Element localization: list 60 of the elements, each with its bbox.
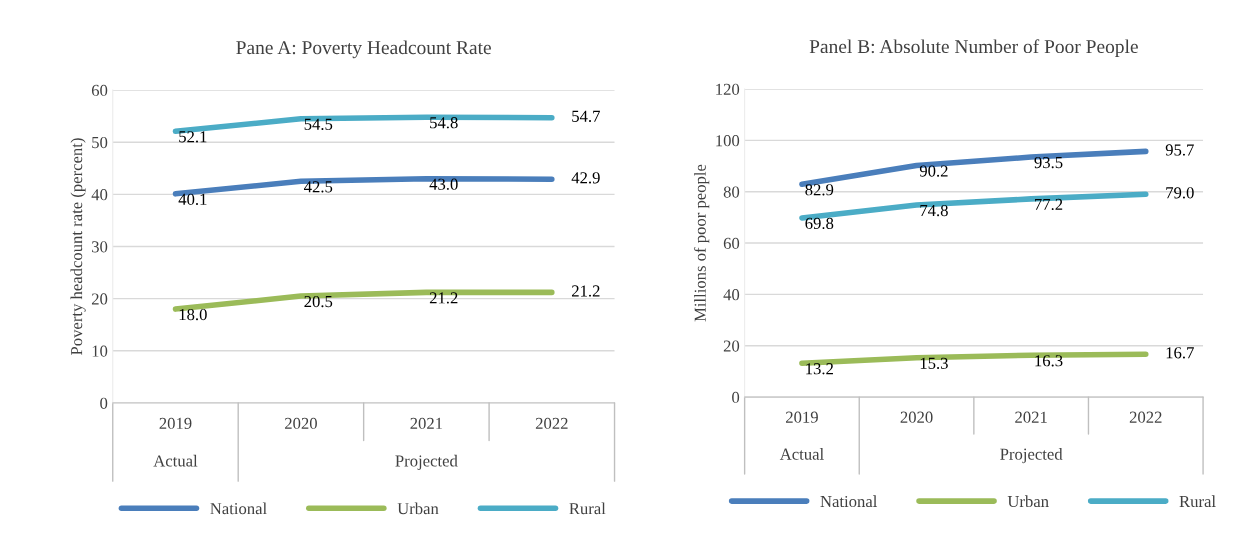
data-label: 79.0 [1166,187,1194,199]
y-tick-label: 40 [91,189,108,201]
legend-label: Rural [569,502,606,515]
data-label: 93.5 [1034,156,1063,169]
y-tick-label: 100 [716,135,740,147]
data-label: 21.2 [572,285,600,297]
y-tick-label: 0 [732,391,740,404]
x-tick-label: 2019 [786,411,818,423]
y-tick-label: 30 [92,241,108,253]
data-label: 16.3 [1035,355,1063,367]
data-label: 52.1 [179,131,207,143]
x-tick-label: 2021 [410,417,443,430]
x-tick-label: 2022 [535,417,568,430]
data-label: 15.3 [920,357,948,369]
data-label: 95.7 [1165,144,1194,156]
y-tick-label: 120 [716,83,740,95]
legend-label: National [820,495,878,508]
y-tick-label: 40 [723,289,740,301]
y-tick-label: 80 [723,186,740,198]
data-label: 20.5 [304,295,333,308]
legend-label: National [210,502,267,515]
y-tick-label: 60 [723,237,740,249]
x-tick-label: 2021 [1015,411,1047,423]
data-label: 74.8 [920,204,948,217]
text: Projected [395,454,458,470]
data-label: 40.1 [178,193,207,206]
y-axis-title: Millions of poor people [693,164,710,322]
y-tick-label: 20 [91,293,108,305]
data-label: 54.5 [304,118,333,130]
data-label: 69.8 [805,217,834,230]
x-tick-label: 2020 [284,417,317,430]
y-tick-label: 60 [91,84,108,97]
data-label: 82.9 [805,184,834,196]
data-label: 54.7 [572,110,600,122]
data-label: 16.7 [1166,347,1194,359]
data-label: 21.2 [429,292,458,304]
x-tick-label: 2019 [159,417,192,430]
y-tick-label: 20 [723,340,740,352]
text: Projected [1000,448,1063,464]
chart-title: Pane A: Poverty Headcount Rate [236,40,491,59]
data-label: 18.0 [179,308,207,321]
x-tick-label: 2020 [900,411,933,423]
data-label: 54.8 [430,117,458,129]
y-axis-title: Poverty headcount rate (percent) [70,138,86,356]
legend-label: Urban [397,502,439,515]
y-tick-label: 0 [100,397,108,409]
data-label: 77.2 [1035,198,1063,211]
y-tick-label: 50 [92,136,108,149]
data-label: 90.2 [919,165,948,177]
data-label: 42.9 [571,172,600,184]
data-label: 43.0 [429,178,458,190]
text: Actual [779,448,824,460]
y-tick-label: 10 [92,345,108,357]
text: Actual [153,454,198,467]
legend-label: Rural [1179,495,1216,508]
x-tick-label: 2022 [1129,411,1162,423]
data-label: 13.2 [806,363,833,375]
chart-title: Panel B: Absolute Number of Poor People [809,39,1138,58]
data-label: 42.5 [304,181,333,193]
legend-label: Urban [1007,495,1049,508]
